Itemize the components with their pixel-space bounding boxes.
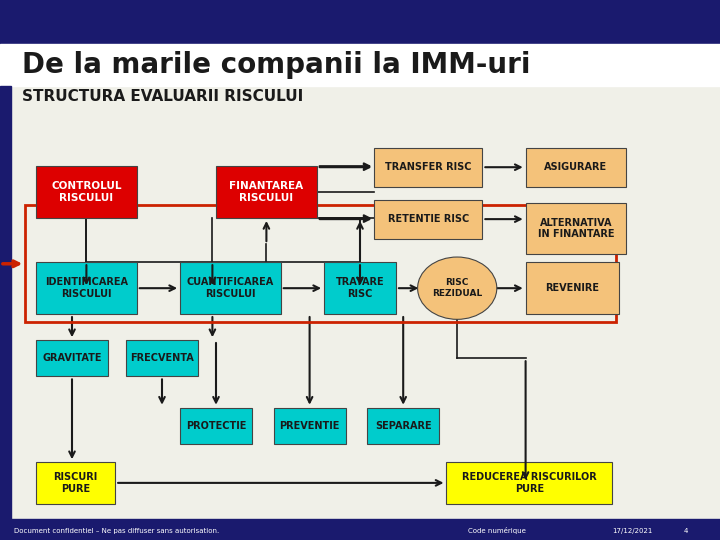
- FancyBboxPatch shape: [216, 166, 317, 218]
- FancyBboxPatch shape: [180, 408, 252, 444]
- Text: De la marile companii la IMM-uri: De la marile companii la IMM-uri: [22, 51, 530, 79]
- FancyBboxPatch shape: [526, 148, 626, 187]
- FancyBboxPatch shape: [374, 200, 482, 239]
- Ellipse shape: [418, 257, 497, 319]
- FancyBboxPatch shape: [374, 148, 482, 187]
- FancyBboxPatch shape: [367, 408, 439, 444]
- Text: RISC
REZIDUAL: RISC REZIDUAL: [432, 279, 482, 298]
- Text: 17/12/2021: 17/12/2021: [612, 528, 652, 534]
- Bar: [0, 0, 720, 44]
- Text: SEPARARE: SEPARARE: [375, 421, 431, 431]
- FancyBboxPatch shape: [36, 462, 115, 504]
- Bar: [0, 519, 720, 540]
- FancyBboxPatch shape: [324, 262, 396, 314]
- Text: STRUCTURA EVALUARII RISCULUI: STRUCTURA EVALUARII RISCULUI: [22, 89, 303, 104]
- FancyBboxPatch shape: [180, 262, 281, 314]
- Text: GRAVITATE: GRAVITATE: [42, 353, 102, 363]
- FancyBboxPatch shape: [526, 202, 626, 254]
- Text: Document confidentiel – Ne pas diffuser sans autorisation.: Document confidentiel – Ne pas diffuser …: [14, 528, 220, 534]
- FancyBboxPatch shape: [36, 262, 137, 314]
- FancyBboxPatch shape: [126, 340, 198, 376]
- Text: PROTECTIE: PROTECTIE: [186, 421, 246, 431]
- Text: FINANTAREA
RISCULUI: FINANTAREA RISCULUI: [230, 181, 303, 203]
- Text: CUANTIFICAREA
RISCULUI: CUANTIFICAREA RISCULUI: [186, 278, 274, 299]
- Text: PREVENTIE: PREVENTIE: [279, 421, 340, 431]
- Text: REVENIRE: REVENIRE: [546, 283, 599, 293]
- Text: RISCURI
PURE: RISCURI PURE: [53, 472, 98, 494]
- Bar: [0, 86, 11, 540]
- Text: REDUCEREA RISCURILOR
PURE: REDUCEREA RISCURILOR PURE: [462, 472, 597, 494]
- FancyBboxPatch shape: [446, 462, 612, 504]
- Text: ASIGURARE: ASIGURARE: [544, 163, 608, 172]
- Text: IDENTIFICAREA
RISCULUI: IDENTIFICAREA RISCULUI: [45, 278, 128, 299]
- Bar: [0, 44, 720, 86]
- Text: TRANSFER RISC: TRANSFER RISC: [385, 163, 472, 172]
- Text: CONTROLUL
RISCULUI: CONTROLUL RISCULUI: [51, 181, 122, 203]
- FancyBboxPatch shape: [526, 262, 619, 314]
- Text: FRECVENTA: FRECVENTA: [130, 353, 194, 363]
- FancyBboxPatch shape: [274, 408, 346, 444]
- Text: Code numérique: Code numérique: [468, 527, 526, 534]
- FancyBboxPatch shape: [36, 166, 137, 218]
- Text: RETENTIE RISC: RETENTIE RISC: [388, 214, 469, 225]
- Text: TRATARE
RISC: TRATARE RISC: [336, 278, 384, 299]
- Text: ALTERNATIVA
IN FINANTARE: ALTERNATIVA IN FINANTARE: [538, 218, 614, 239]
- Text: 4: 4: [684, 528, 688, 534]
- FancyBboxPatch shape: [36, 340, 108, 376]
